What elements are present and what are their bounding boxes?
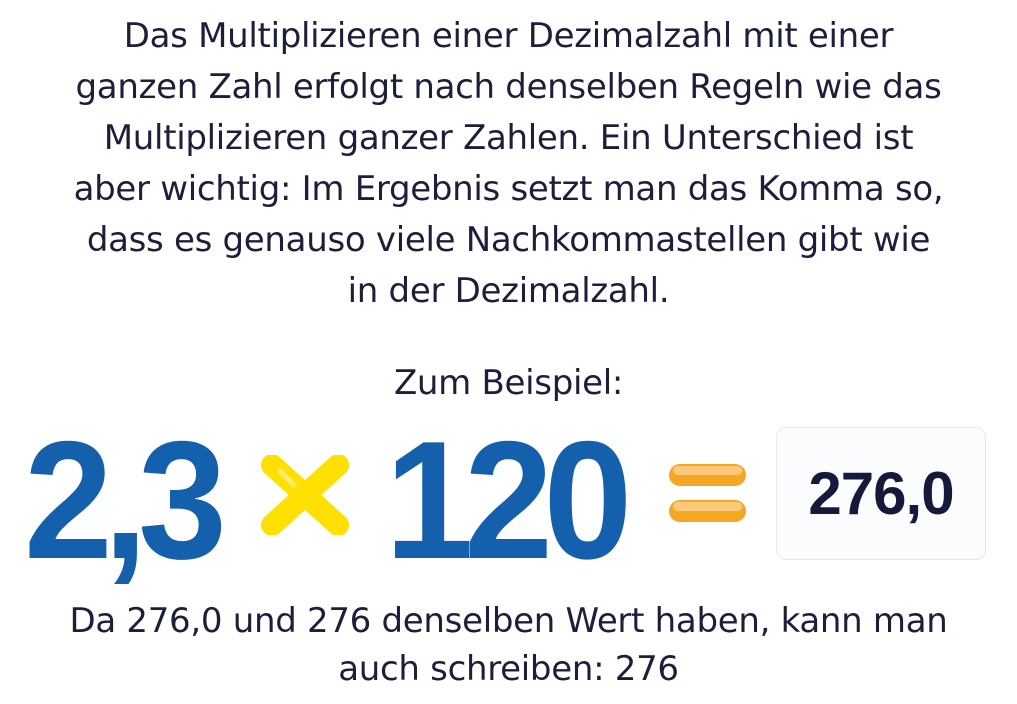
equals-icon	[669, 464, 746, 522]
factor-decimal: 2,3	[24, 406, 227, 594]
text-line: auch schreiben: 276	[338, 649, 679, 689]
result-box: 276,0	[776, 427, 986, 560]
text-line: in der Dezimalzahl.	[347, 271, 670, 311]
text-line: Multiplizieren ganzer Zahlen. Ein Unters…	[103, 118, 914, 158]
text-line: ganzen Zahl erfolgt nach denselben Regel…	[75, 67, 942, 107]
conclusion-paragraph: Da 276,0 und 276 denselben Wert haben, k…	[0, 597, 1017, 693]
text-line: Da 276,0 und 276 denselben Wert haben, k…	[69, 601, 948, 641]
example-label: Zum Beispiel:	[393, 363, 624, 403]
explanation-paragraph: Das Multiplizieren einer Dezimalzahl mit…	[0, 11, 1017, 317]
result-value: 276,0	[808, 460, 954, 527]
text-line: dass es genauso viele Nachkommastellen g…	[86, 220, 931, 260]
multiply-icon	[261, 455, 349, 535]
text-line: aber wichtig: Im Ergebnis setzt man das …	[73, 169, 944, 209]
factor-integer: 120	[385, 406, 632, 594]
text-line: Das Multiplizieren einer Dezimalzahl mit…	[123, 16, 894, 56]
